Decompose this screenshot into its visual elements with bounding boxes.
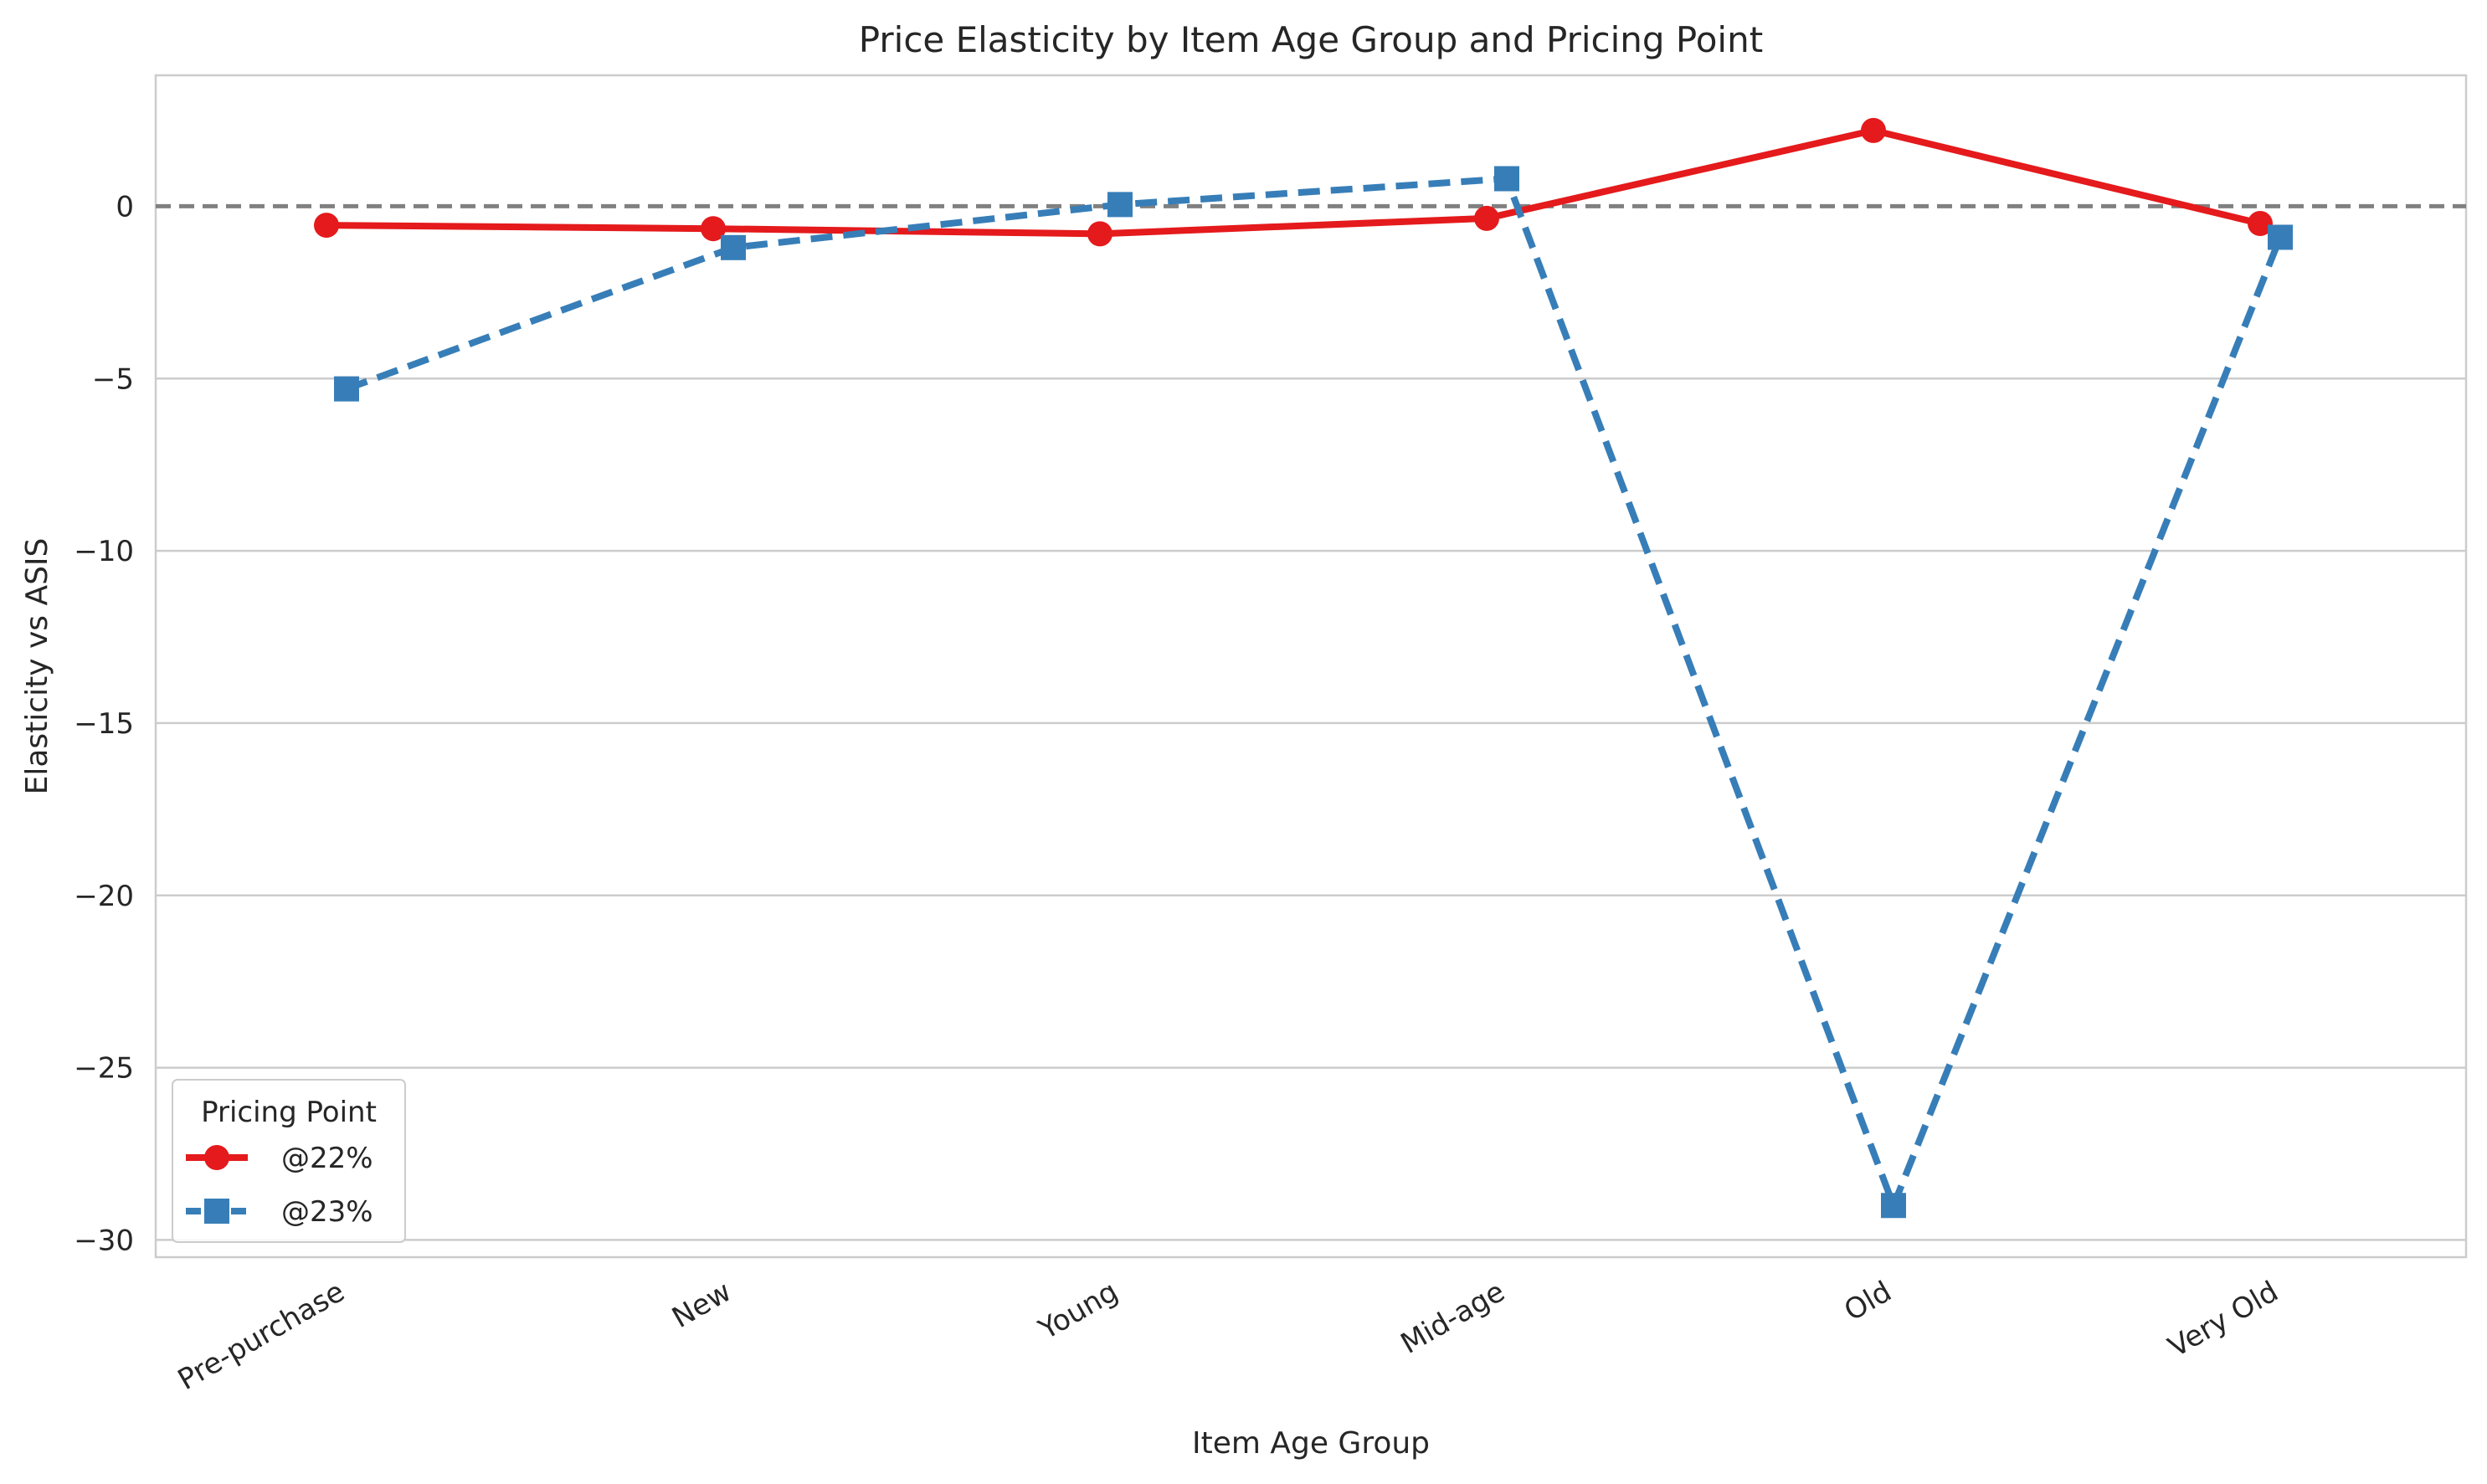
data-point [1494, 166, 1519, 192]
data-point [1861, 117, 1886, 143]
data-point [1881, 1193, 1906, 1219]
legend: Pricing Point @22% @23% [172, 1079, 406, 1243]
data-point [1087, 221, 1112, 247]
y-axis-label: Elasticity vs ASIS [20, 538, 54, 795]
y-tick-label: −10 [74, 535, 134, 568]
y-tick-label: −30 [74, 1224, 134, 1257]
y-tick-label: 0 [116, 190, 134, 223]
chart-title: Price Elasticity by Item Age Group and P… [859, 19, 1763, 60]
data-point [1107, 192, 1133, 218]
y-tick-label: −20 [74, 880, 134, 913]
y-tick-label: −5 [92, 362, 134, 396]
y-tick-label: −25 [74, 1052, 134, 1086]
legend-items: @22% @23% [186, 1142, 373, 1229]
series-line-23 [345, 175, 2284, 1209]
data-point [2248, 211, 2273, 237]
data-point [314, 213, 339, 239]
data-point [721, 234, 746, 260]
legend-box [172, 1079, 406, 1243]
legend-label: @23% [281, 1195, 373, 1229]
y-tick-label: −15 [74, 707, 134, 741]
legend-title: Pricing Point [201, 1096, 377, 1129]
gridlines [156, 377, 2466, 1241]
data-point [334, 376, 359, 402]
data-point [2268, 224, 2293, 250]
legend-marker [204, 1145, 229, 1170]
plot-frame [154, 74, 2468, 1259]
series-layer [314, 117, 2293, 1219]
series-line-22 [326, 126, 2261, 238]
y-tick-labels: 0 −5 −10 −15 −20 −25 −30 [74, 190, 134, 1257]
data-point [1474, 205, 1499, 231]
data-point [701, 216, 726, 242]
legend-label: @22% [281, 1142, 373, 1175]
x-axis-label: Item Age Group [1192, 1426, 1430, 1461]
legend-marker [204, 1199, 229, 1224]
